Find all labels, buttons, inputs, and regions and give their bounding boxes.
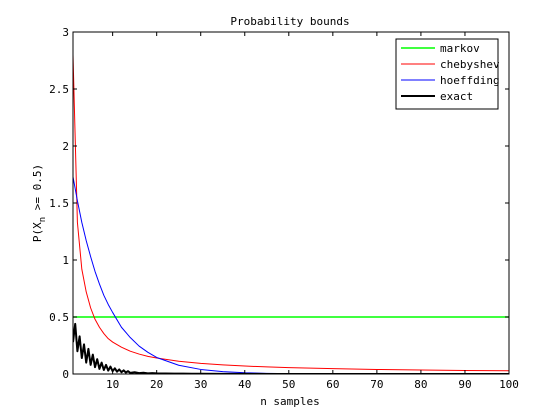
x-tick-label: 10 — [106, 378, 119, 391]
legend-label-exact: exact — [440, 90, 473, 103]
x-tick-label: 50 — [282, 378, 295, 391]
x-tick-label: 60 — [326, 378, 339, 391]
legend: markov chebyshev hoeffding exact — [395, 38, 500, 110]
y-tick-label: 2.5 — [49, 83, 69, 96]
y-tick-label: 1 — [62, 254, 69, 267]
x-tick-label: 100 — [499, 378, 519, 391]
y-tick-label: 3 — [62, 26, 69, 39]
x-tick-label: 70 — [370, 378, 383, 391]
series-line-chebyshev — [73, 54, 509, 372]
legend-label-markov: markov — [440, 42, 480, 55]
x-tick-label: 80 — [414, 378, 427, 391]
y-tick-label: 0 — [62, 368, 69, 381]
y-axis-label-subscript: n — [38, 217, 48, 222]
legend-label-hoeffding: hoeffding — [440, 74, 500, 87]
x-axis-ticks: 10 20 30 40 50 60 70 80 90 100 — [106, 32, 519, 391]
legend-box — [395, 38, 499, 110]
x-tick-label: 40 — [238, 378, 251, 391]
x-tick-label: 30 — [194, 378, 207, 391]
y-axis-ticks: 0 0.5 1 1.5 2 2.5 3 — [49, 26, 509, 381]
y-axis-label-rest: >= 0.5) — [31, 164, 44, 217]
chart-title: Probability bounds — [230, 15, 349, 28]
y-tick-label: 1.5 — [49, 197, 69, 210]
legend-label-chebyshev: chebyshev — [440, 58, 500, 71]
x-axis-label: n samples — [260, 395, 320, 408]
y-tick-label: 2 — [62, 140, 69, 153]
y-tick-label: 0.5 — [49, 311, 69, 324]
x-tick-label: 90 — [458, 378, 471, 391]
y-axis-label-main: P(X — [31, 222, 44, 242]
y-axis-label: P(Xn >= 0.5) — [31, 164, 48, 242]
x-tick-label: 20 — [150, 378, 163, 391]
